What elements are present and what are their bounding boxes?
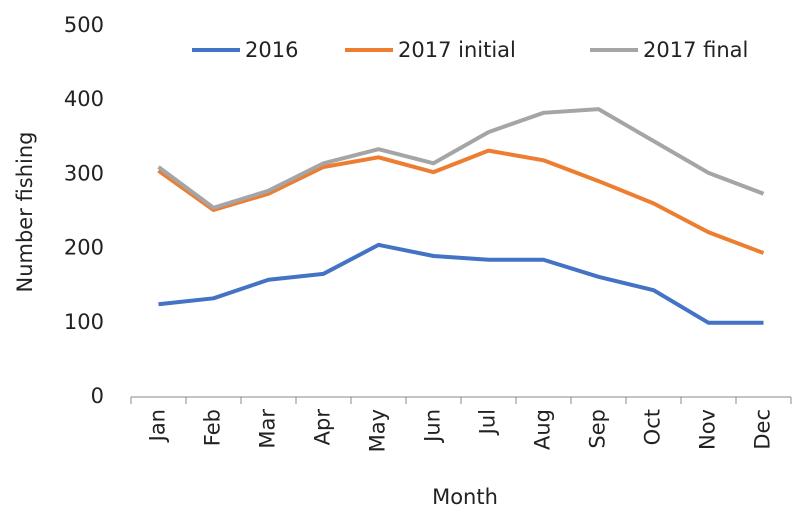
x-tick-label: Aug — [531, 409, 555, 450]
x-tick-label: May — [366, 409, 390, 452]
x-tick-label: Sep — [586, 409, 610, 449]
legend-label: 2017 initial — [398, 38, 516, 62]
y-tick-label: 300 — [64, 161, 104, 185]
y-tick-label: 400 — [64, 87, 104, 111]
x-tick-label: Dec — [751, 409, 775, 450]
y-tick-label: 200 — [64, 236, 104, 260]
x-tick-label: Oct — [641, 409, 665, 445]
x-tick-label: Jun — [421, 409, 445, 444]
line-series — [158, 242, 764, 325]
x-tick-label: Apr — [311, 409, 335, 446]
x-axis-label: Month — [432, 485, 498, 509]
y-tick-label: 0 — [91, 384, 104, 408]
legend-label: 2017 final — [643, 38, 748, 62]
x-tick-label: Nov — [696, 409, 720, 450]
line-series — [157, 107, 765, 210]
x-tick-label: Jul — [476, 409, 500, 436]
x-tick-label: Jan — [146, 409, 170, 443]
y-tick-label: 500 — [64, 13, 104, 37]
y-axis-label: Number fishing — [13, 132, 37, 293]
line-series — [157, 148, 765, 255]
legend-label: 2016 — [245, 38, 298, 62]
y-tick-label: 100 — [64, 310, 104, 334]
x-tick-label: Feb — [201, 409, 225, 446]
x-tick-label: Mar — [256, 409, 280, 449]
